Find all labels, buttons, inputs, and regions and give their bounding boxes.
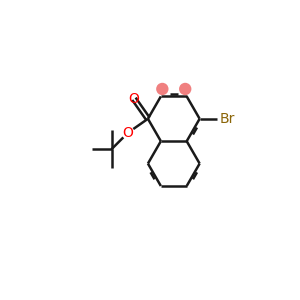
Text: O: O	[128, 92, 140, 106]
Circle shape	[156, 83, 169, 95]
Circle shape	[179, 83, 191, 95]
Text: Br: Br	[220, 112, 235, 126]
Text: O: O	[122, 126, 134, 140]
